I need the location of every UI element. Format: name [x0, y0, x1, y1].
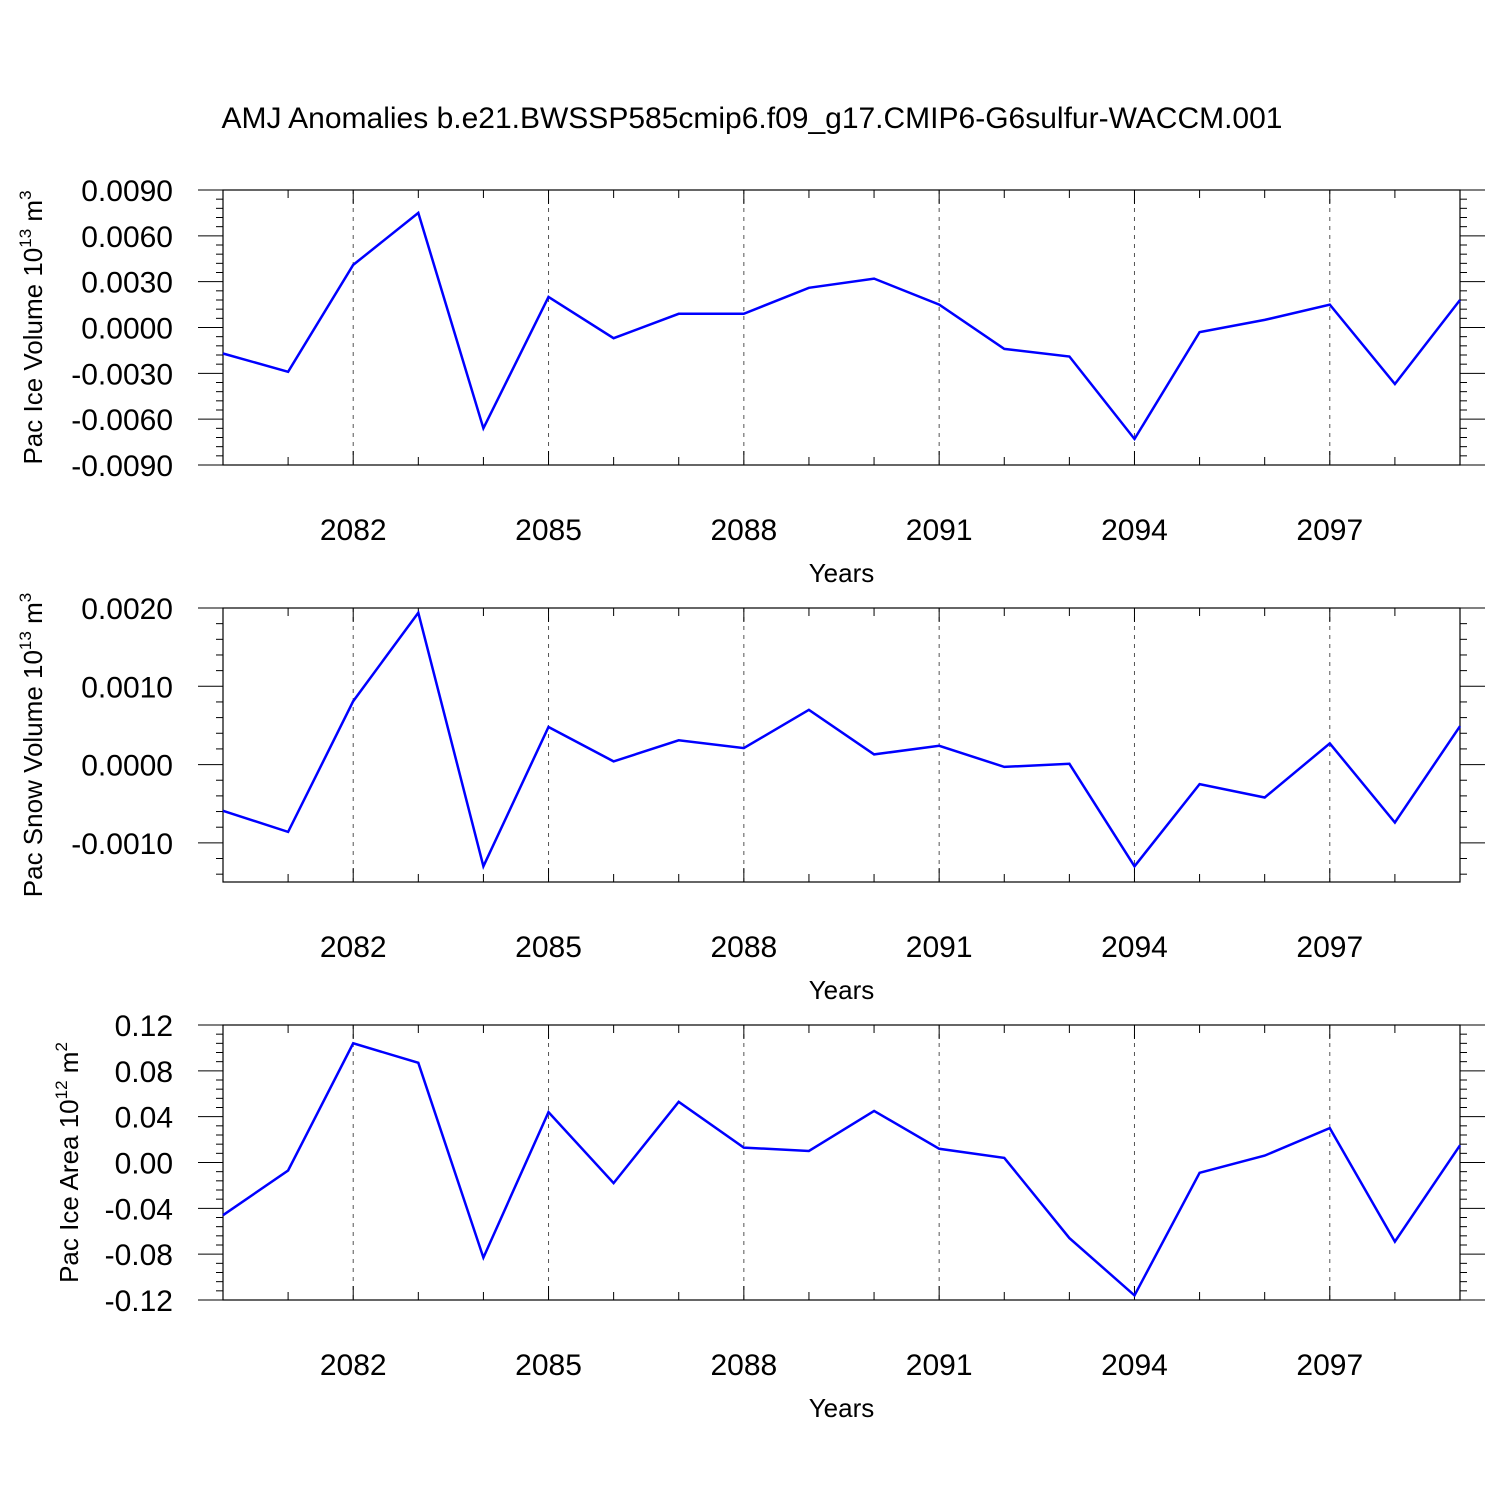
- y-tick-label: -0.12: [105, 1285, 173, 1318]
- plot-frame: [222, 189, 1461, 466]
- y-tick-label: -0.0030: [71, 358, 173, 391]
- chart-title: AMJ Anomalies b.e21.BWSSP585cmip6.f09_g1…: [221, 102, 1282, 135]
- x-tick-label: 2088: [710, 931, 777, 964]
- chart-panel-1: -0.0090 -0.0060 -0.0030 0.0000 0.0030 0.0060 0…: [16, 175, 1485, 588]
- x-tick-label: 2088: [710, 514, 777, 547]
- x-tick-label: 2094: [1101, 931, 1168, 964]
- y-tick-label: 0.0020: [81, 593, 173, 626]
- y-tick-label: 0.0030: [81, 267, 173, 300]
- x-tick-label: 2088: [710, 1349, 777, 1382]
- y-tick-label: 0.12: [115, 1010, 173, 1043]
- y-tick-label: 0.0000: [81, 313, 173, 346]
- x-tick-label: 2085: [515, 514, 582, 547]
- y-axis-label: Pac Snow Volume 1013 m3: [16, 593, 48, 897]
- x-axis-label: Years: [809, 975, 875, 1005]
- x-tick-label: 2097: [1296, 514, 1363, 547]
- series-line: [222, 210, 1461, 442]
- chart-panels: -0.0090 -0.0060 -0.0030 0.0000 0.0030 0.0060 0…: [16, 175, 1485, 1423]
- x-tick-label: 2094: [1101, 1349, 1168, 1382]
- y-axis-label: Pac Ice Area 1012 m2: [52, 1042, 84, 1283]
- series-line: [222, 609, 1462, 870]
- chart-panel-3: -0.12 -0.08 -0.04 0.00 0.04 0.08 0.12 2082 2085 2…: [52, 1010, 1485, 1423]
- x-tick-label: 2082: [320, 514, 387, 547]
- x-tick-label: 2085: [515, 1349, 582, 1382]
- y-tick-label: -0.0090: [71, 450, 173, 483]
- y-tick-label: 0.04: [115, 1102, 173, 1135]
- x-tick-label: 2082: [320, 931, 387, 964]
- x-tick-label: 2097: [1296, 1349, 1363, 1382]
- y-tick-label: 0.0000: [81, 750, 173, 783]
- x-axis-label: Years: [809, 1393, 875, 1423]
- y-axis-label: Pac Ice Volume 1013 m3: [16, 190, 48, 464]
- y-tick-label: -0.0010: [71, 828, 173, 861]
- x-tick-label: 2082: [320, 1349, 387, 1382]
- plot-frame: [222, 1024, 1461, 1301]
- y-tick-label: 0.0060: [81, 221, 173, 254]
- y-tick-label: 0.0010: [81, 671, 173, 704]
- series-line: [222, 1041, 1462, 1298]
- y-tick-label: 0.08: [115, 1056, 173, 1089]
- x-tick-label: 2091: [906, 514, 973, 547]
- x-tick-label: 2094: [1101, 514, 1168, 547]
- plot-frame: [222, 607, 1461, 883]
- x-tick-label: 2091: [906, 1349, 973, 1382]
- x-tick-label: 2097: [1296, 931, 1363, 964]
- y-tick-label: -0.08: [105, 1239, 173, 1272]
- x-tick-label: 2091: [906, 931, 973, 964]
- x-axis-label: Years: [809, 558, 875, 588]
- y-tick-label: -0.0060: [71, 404, 173, 437]
- chart-panel-2: -0.0010 0.0000 0.0010 0.0020 2082 2085 2088 209…: [16, 593, 1485, 1005]
- y-tick-label: -0.04: [105, 1193, 173, 1226]
- y-tick-label: 0.00: [115, 1148, 173, 1181]
- x-tick-label: 2085: [515, 931, 582, 964]
- y-tick-label: 0.0090: [81, 175, 173, 208]
